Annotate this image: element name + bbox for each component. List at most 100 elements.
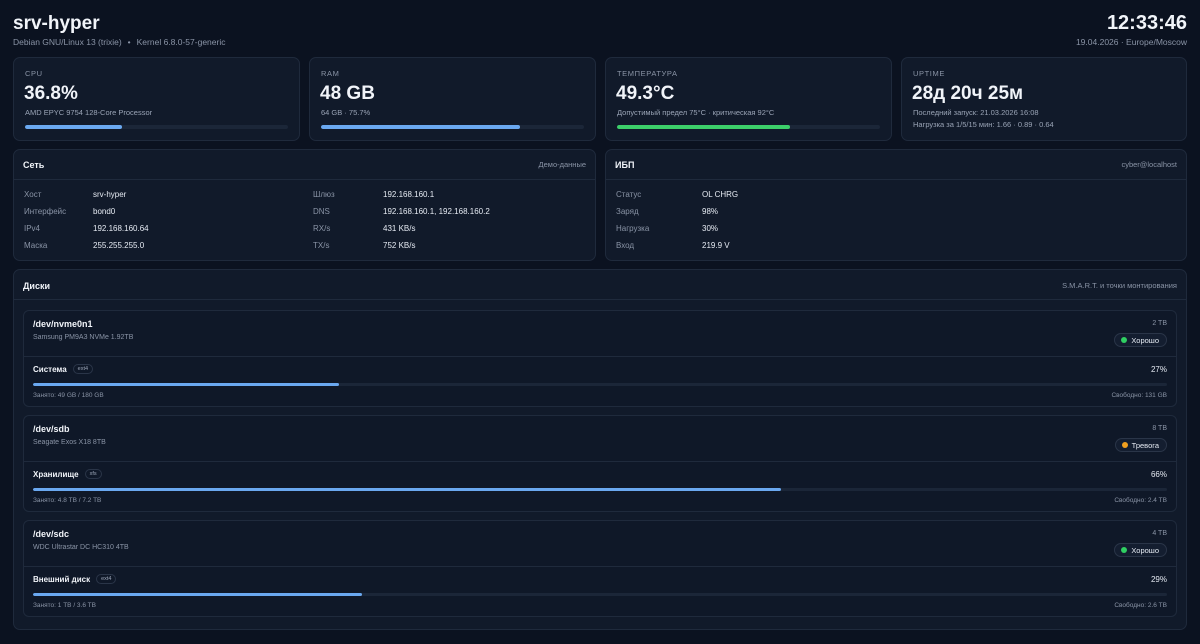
last-boot: Последний запуск: 21.03.2026 16:08 [913,108,1039,117]
filesystem-badge: ext4 [72,364,94,374]
network-value: 192.168.160.1 [383,190,435,199]
cpu-label: CPU [25,69,43,78]
usage-bar-fill [33,383,340,386]
temperature-value: 49.3°C [616,83,675,104]
disks-title: Диски [23,281,50,291]
mount-name: Хранилище [33,469,79,479]
usage-percent: 27% [1150,365,1167,374]
cpu-bar-fill [25,125,122,129]
usage-bar [33,488,1167,491]
usage-bar [33,593,1167,596]
network-key: Маска [24,241,48,250]
free-space: Свободно: 2.4 TB [1114,497,1167,504]
divider [606,179,1186,180]
uptime-card: UPTIME 28д 20ч 25м Последний запуск: 21.… [901,57,1187,141]
clock: 12:33:46 [1106,12,1187,34]
mount-point: Внешний диск ext4 [33,574,117,584]
divider [14,179,595,180]
cpu-value: 36.8% [24,83,78,104]
health-badge: Хорошо [1114,543,1167,557]
cpu-card: CPU 36.8% AMD EPYC 9754 128-Core Process… [13,57,300,141]
usage-bar-fill [33,593,362,596]
system-info: Debian GNU/Linux 13 (trixie) • Kernel 6.8.… [13,37,225,47]
network-note: Демо-данные [538,160,586,169]
disk-device: /dev/nvme0n1 [33,319,93,329]
ups-key: Вход [616,241,635,250]
disk-card[interactable]: /dev/nvme0n1 Samsung PM9A3 NVMe 1.92TB 2… [23,310,1177,407]
hostname: srv-hyper [13,13,100,34]
network-value: bond0 [93,207,116,216]
network-title: Сеть [23,160,45,170]
ram-bar-fill [321,125,521,129]
network-value: 192.168.160.64 [93,224,149,233]
date-timezone: 19.04.2026 · Europe/Moscow [1075,37,1187,47]
mount-name: Внешний диск [33,574,91,584]
network-value: srv-hyper [93,190,127,199]
status-dot-icon [1121,547,1128,553]
network-key: Шлюз [313,190,335,199]
status-dot-icon [1121,337,1128,343]
uptime-value: 28д 20ч 25м [912,83,1024,104]
cpu-bar [25,125,288,129]
disk-card[interactable]: /dev/sdb Seagate Exos X18 8TB 8 TB Трево… [23,415,1177,512]
ram-value: 48 GB [320,83,375,104]
network-key: RX/s [313,224,331,233]
ram-card: RAM 48 GB 64 GB · 75.7% [309,57,596,141]
ups-value: 30% [702,224,719,233]
network-value: 431 KB/s [383,224,416,233]
free-space: Свободно: 131 GB [1111,392,1167,399]
mount-point: Система ext4 [33,364,94,374]
disk-device: /dev/sdc [33,529,70,539]
health-badge: Тревога [1114,438,1167,452]
kernel-label: Kernel 6.8.0-57-generic [136,37,226,47]
network-key: Интерфейс [24,207,67,216]
health-badge: Хорошо [1114,333,1167,347]
temperature-card: ТЕМПЕРАТУРА 49.3°C Допустимый предел 75°… [605,57,892,141]
ups-value: OL CHRG [702,190,739,199]
network-panel: Сеть Демо-данные Хост srv-hyper Интерфейс… [13,149,596,261]
disks-note: S.M.A.R.T. и точки монтирования [1062,281,1177,290]
divider [24,461,1176,462]
cpu-model: AMD EPYC 9754 128-Core Processor [25,108,153,117]
ups-key: Статус [616,190,642,199]
health-label: Тревога [1131,440,1159,450]
filesystem-badge: ext4 [96,574,117,584]
network-key: DNS [313,207,330,216]
temperature-label: ТЕМПЕРАТУРА [617,69,678,78]
status-dot-icon [1121,442,1128,448]
ups-key: Заряд [616,207,639,216]
disk-size: 8 TB [1152,425,1167,432]
disk-size: 2 TB [1152,320,1167,327]
free-space: Свободно: 2.6 TB [1114,602,1167,609]
filesystem-badge: xfs [84,469,102,479]
mount-point: Хранилище xfs [33,469,102,479]
disk-model: Seagate Exos X18 8TB [33,439,106,446]
network-key: Хост [24,190,42,199]
health-label: Хорошо [1131,545,1159,555]
temperature-limits: Допустимый предел 75°C · критическая 92°… [617,108,775,117]
ups-value: 98% [702,207,719,216]
health-label: Хорошо [1131,335,1159,345]
divider [24,566,1176,567]
disk-model: Samsung PM9A3 NVMe 1.92TB [33,334,134,341]
network-value: 255.255.255.0 [93,241,145,250]
disk-card[interactable]: /dev/sdc WDC Ultrastar DC HC310 4TB 4 TB… [23,520,1177,617]
used-space: Занято: 1 TB / 3.6 TB [33,602,96,609]
usage-percent: 66% [1150,470,1167,479]
network-key: TX/s [313,241,330,250]
ups-value: 219.9 V [702,241,730,250]
temperature-bar-fill [617,125,790,129]
temperature-bar [617,125,880,129]
usage-percent: 29% [1150,575,1167,584]
ram-bar [321,125,584,129]
os-label: Debian GNU/Linux 13 (trixie) [13,37,122,47]
ram-detail: 64 GB · 75.7% [321,108,371,117]
ups-title: ИБП [615,160,635,170]
divider [14,299,1186,300]
mount-name: Система [33,364,67,374]
uptime-label: UPTIME [913,69,945,78]
divider [24,356,1176,357]
ups-note: cyber@localhost [1121,160,1177,169]
ups-key: Нагрузка [616,224,650,233]
header: srv-hyper Debian GNU/Linux 13 (trixie) • K… [13,12,1187,52]
